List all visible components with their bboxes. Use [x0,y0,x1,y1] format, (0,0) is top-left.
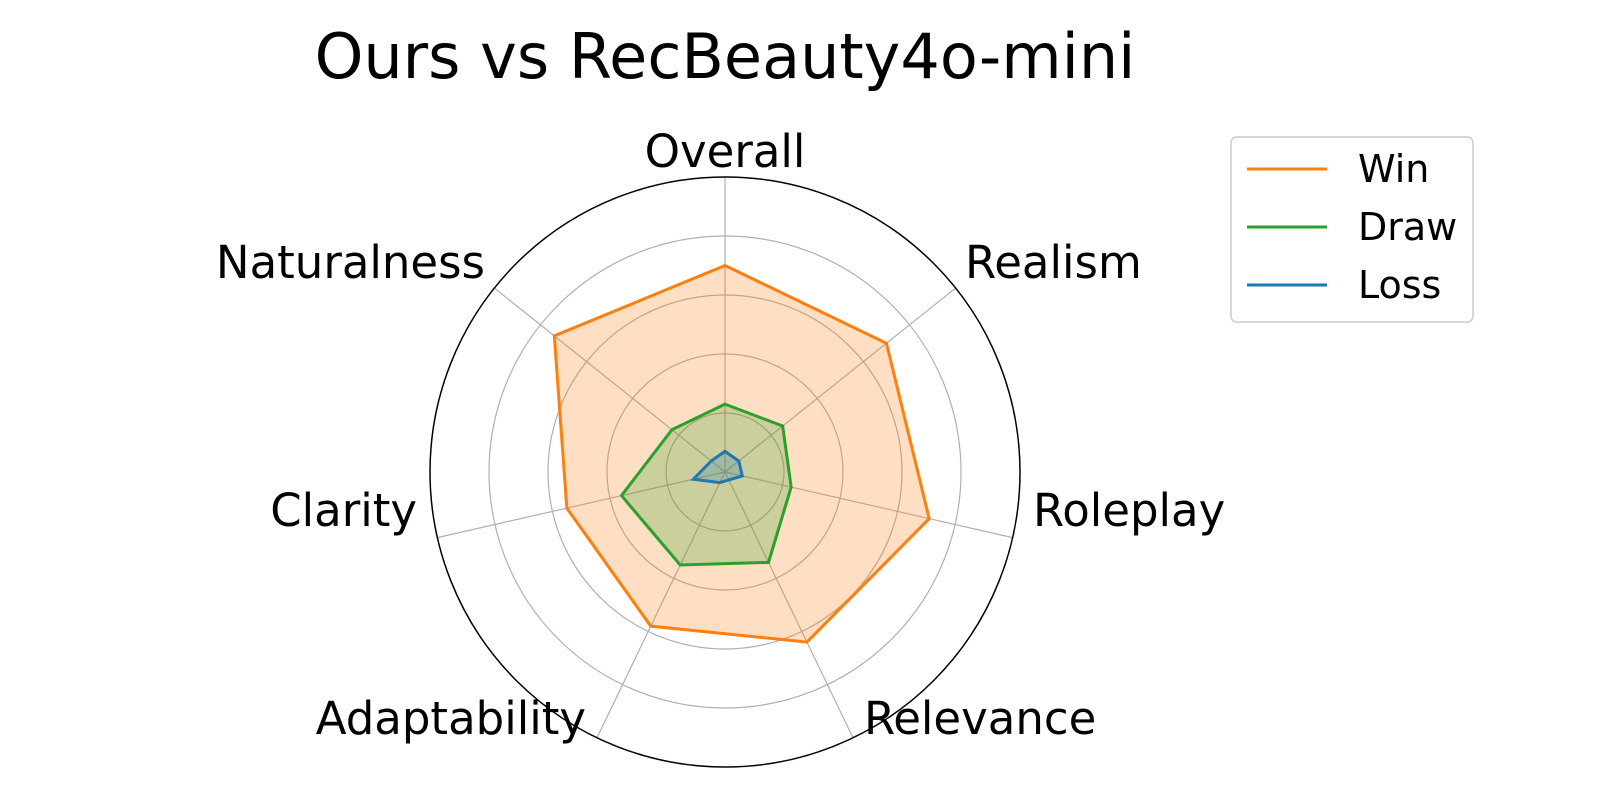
chart-title: Ours vs RecBeauty4o-mini [315,20,1136,93]
legend-frame [1230,136,1474,323]
legend: Win Draw Loss [1230,136,1474,323]
spoke-line [724,471,1013,539]
axis-label-clarity: Clarity [270,484,417,537]
series-line-draw [619,402,793,567]
series-fill-loss [693,451,743,483]
series-line-win [552,263,931,644]
outer-frame [429,176,1021,768]
spoke-line [493,287,726,473]
series-fill-draw [621,404,792,566]
legend-label-loss: Loss [1358,263,1441,307]
series-fill-win [554,265,930,643]
axis-label-roleplay: Roleplay [1033,484,1225,537]
spoke-line [724,471,854,739]
radar-series [552,263,931,644]
axis-label-realism: Realism [965,236,1142,289]
spoke-line [724,287,957,473]
axis-labels: Overall Realism Roleplay Relevance Adaptabil… [216,125,1225,745]
axis-label-adaptability: Adaptability [316,692,586,745]
axis-label-naturalness: Naturalness [216,236,485,289]
series-line-loss [690,449,745,485]
axis-label-relevance: Relevance [864,692,1096,745]
spoke-line [596,471,726,739]
radar-grid [429,176,1021,768]
legend-label-win: Win [1358,147,1429,191]
spoke-line [437,471,726,539]
axis-label-overall: Overall [645,125,806,178]
legend-label-draw: Draw [1358,205,1457,249]
